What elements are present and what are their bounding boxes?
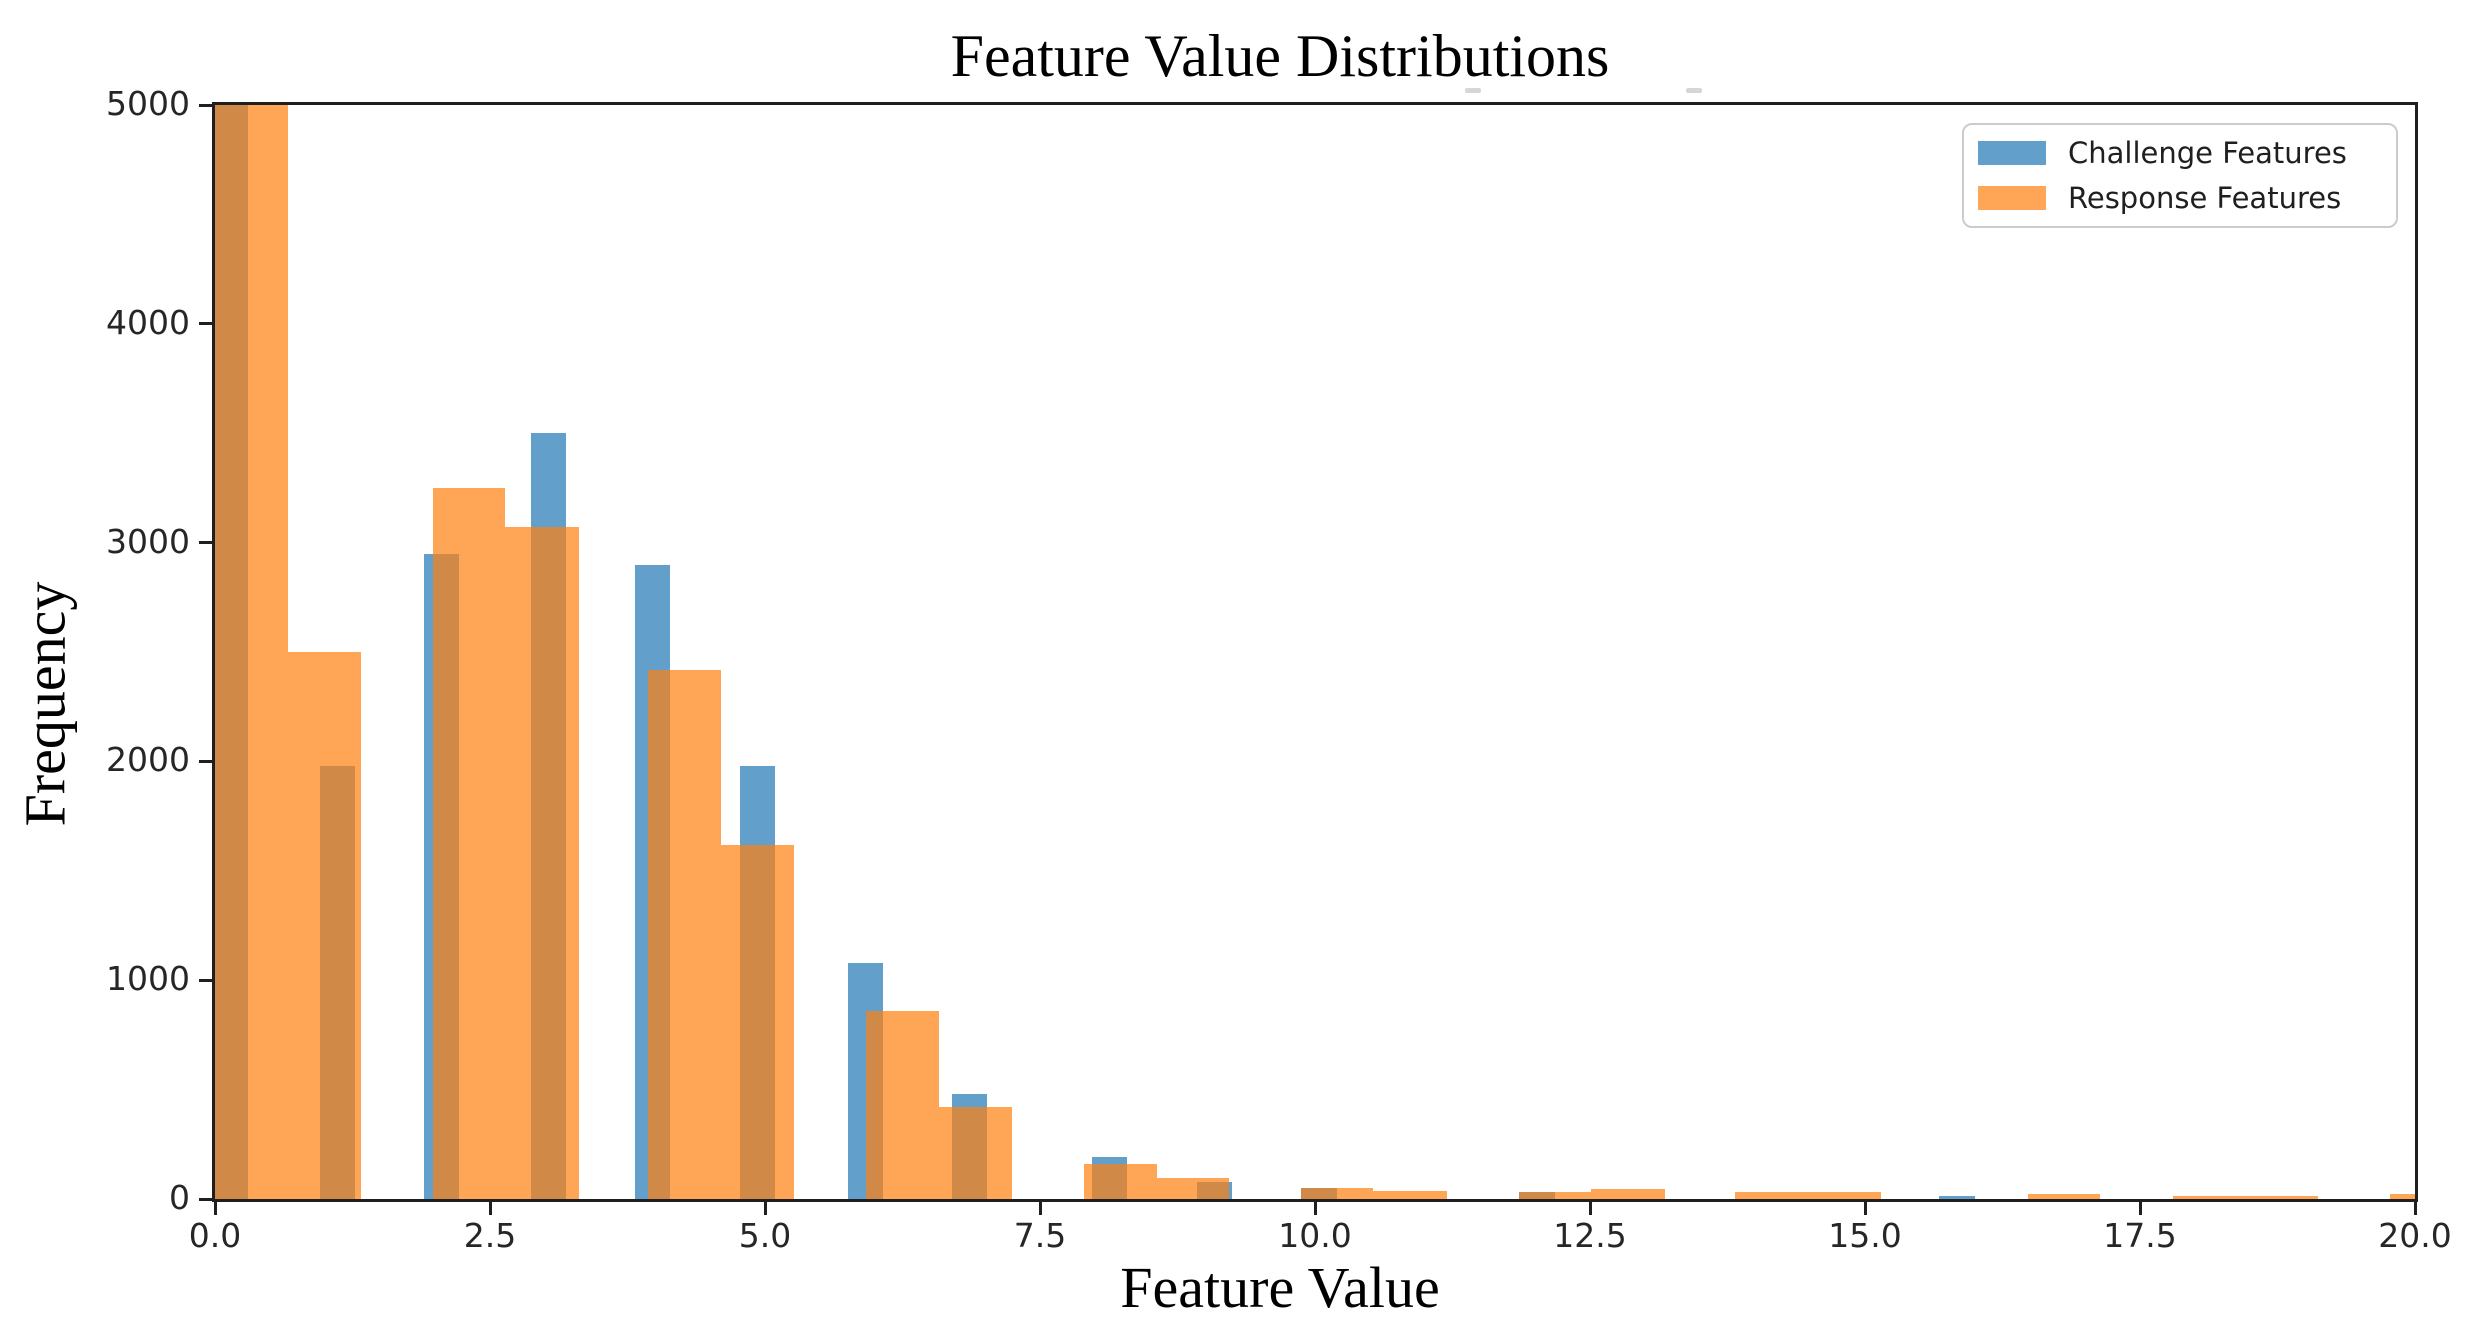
bar-response — [1156, 1178, 1230, 1199]
x-tick-label: 0.0 — [188, 1216, 242, 1255]
bar-response — [2027, 1194, 2101, 1199]
x-tick-label: 12.5 — [1553, 1216, 1627, 1255]
bar-response — [432, 487, 506, 1199]
bar-response — [215, 105, 288, 1199]
artifact-mark — [1686, 88, 1702, 93]
bar-response — [1735, 1192, 1808, 1199]
x-tick-mark — [763, 1202, 767, 1215]
x-tick-mark — [213, 1202, 217, 1215]
x-tick-mark — [1863, 1202, 1867, 1215]
x-tick-label: 10.0 — [1278, 1216, 1352, 1255]
bar-response — [1084, 1164, 1157, 1199]
bar-response — [1591, 1189, 1665, 1199]
legend-item-challenge: Challenge Features — [1978, 136, 2382, 170]
y-axis-label: Frequency — [12, 581, 78, 827]
artifact-mark — [1465, 88, 1481, 93]
bar-response — [1373, 1191, 1447, 1199]
bar-response — [287, 652, 362, 1199]
bar-response — [1807, 1192, 1882, 1199]
x-tick-label: 20.0 — [2378, 1216, 2452, 1255]
x-axis-label: Feature Value — [1120, 1255, 1440, 1320]
chart-title: Feature Value Distributions — [950, 23, 1610, 89]
y-tick-mark — [199, 103, 212, 107]
y-tick-label: 2000 — [106, 740, 190, 780]
x-tick-label: 7.5 — [1013, 1216, 1067, 1255]
response-swatch-icon — [1978, 185, 2046, 210]
x-tick-label: 15.0 — [1828, 1216, 1902, 1255]
legend-item-response: Response Features — [1978, 181, 2382, 215]
legend-label: Challenge Features — [2068, 136, 2347, 171]
x-tick-mark — [1313, 1202, 1317, 1215]
bar-response — [505, 527, 580, 1199]
x-tick-label: 17.5 — [2103, 1216, 2177, 1255]
legend-box: Challenge Features Response Features — [1962, 123, 2398, 228]
bar-response — [721, 844, 794, 1199]
bar-response — [648, 669, 721, 1199]
y-tick-label: 1000 — [106, 959, 190, 999]
y-tick-mark — [199, 322, 212, 326]
x-tick-mark — [2138, 1202, 2142, 1215]
bar-response — [2389, 1193, 2415, 1199]
y-tick-mark — [199, 978, 212, 982]
y-tick-label: 5000 — [106, 84, 190, 123]
y-tick-label: 0 — [169, 1178, 190, 1217]
y-tick-mark — [199, 759, 212, 763]
bar-response — [2173, 1196, 2246, 1199]
y-tick-label: 3000 — [106, 521, 190, 561]
x-tick-mark — [1038, 1202, 1042, 1215]
x-tick-mark — [2413, 1202, 2417, 1215]
x-tick-mark — [1588, 1202, 1592, 1215]
x-tick-label: 2.5 — [463, 1216, 517, 1255]
y-tick-label: 4000 — [106, 302, 190, 342]
challenge-swatch-icon — [1978, 141, 2046, 166]
plot-area — [212, 102, 2418, 1202]
bar-response — [1300, 1188, 1374, 1199]
bar-response — [938, 1107, 1013, 1199]
y-tick-mark — [199, 1197, 212, 1201]
x-tick-label: 5.0 — [738, 1216, 792, 1255]
bar-challenge — [1938, 1195, 1975, 1199]
legend-label: Response Features — [2068, 180, 2342, 215]
x-tick-mark — [488, 1202, 492, 1215]
bar-response — [866, 1010, 939, 1199]
bar-response — [1518, 1192, 1592, 1199]
bar-response — [2245, 1196, 2319, 1199]
y-tick-mark — [199, 541, 212, 545]
